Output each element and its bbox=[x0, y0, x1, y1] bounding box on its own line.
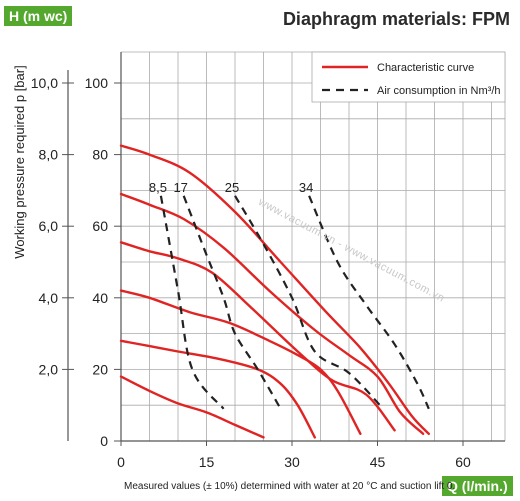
pressure-tick-label: 8,0 bbox=[39, 147, 59, 163]
air-consumption-label: 17 bbox=[173, 180, 187, 195]
characteristic-curve bbox=[119, 289, 362, 435]
characteristic-curve bbox=[119, 375, 265, 439]
axes: 0 15 30 45 60 0 20 40 60 80 100 2,0 4,0 6,0 8,0 10,0 bbox=[31, 52, 505, 470]
h-tick-label: 40 bbox=[92, 290, 108, 306]
characteristic-curve bbox=[119, 144, 430, 435]
y-axis-badge: H (m wc) bbox=[4, 6, 73, 26]
air-consumption-lines: 8,5 17 25 34 bbox=[149, 180, 430, 410]
pressure-tick-label: 6,0 bbox=[39, 218, 59, 234]
legend-box bbox=[311, 51, 506, 103]
characteristic-curve bbox=[119, 192, 425, 435]
h-tick-label: 80 bbox=[92, 147, 108, 163]
characteristic-curve bbox=[119, 241, 396, 432]
y-axis-label: Working pressure required p [bar] bbox=[12, 65, 27, 258]
x-axis-badge: Q (l/min.) bbox=[442, 476, 513, 496]
x-tick-label: 0 bbox=[117, 454, 125, 470]
h-tick-label: 100 bbox=[85, 75, 109, 91]
legend-label: Characteristic curve bbox=[377, 62, 474, 74]
pressure-tick-label: 10,0 bbox=[31, 75, 58, 91]
legend: Characteristic curve Air consumption in N… bbox=[311, 51, 506, 103]
pressure-tick-label: 2,0 bbox=[39, 361, 59, 377]
air-consumption-line bbox=[159, 195, 225, 410]
pressure-tick-label: 4,0 bbox=[39, 290, 59, 306]
x-tick-label: 60 bbox=[455, 454, 471, 470]
characteristic-curves bbox=[119, 144, 430, 439]
air-consumption-label: 8,5 bbox=[149, 180, 167, 195]
air-consumption-line bbox=[234, 195, 384, 410]
air-consumption-line bbox=[182, 195, 282, 410]
grid bbox=[121, 51, 506, 441]
x-tick-label: 45 bbox=[370, 454, 386, 470]
air-consumption-label: 25 bbox=[225, 180, 239, 195]
legend-label: Air consumption in Nm³/h bbox=[377, 85, 501, 97]
characteristic-curve bbox=[119, 339, 316, 439]
x-tick-label: 15 bbox=[199, 454, 215, 470]
h-tick-label: 0 bbox=[100, 433, 108, 449]
h-tick-label: 20 bbox=[92, 361, 108, 377]
chart-title: Diaphragm materials: FPM bbox=[282, 9, 510, 29]
h-tick-label: 60 bbox=[92, 218, 108, 234]
footnote: Measured values (± 10%) determined with … bbox=[124, 481, 456, 492]
air-consumption-line bbox=[308, 195, 430, 410]
x-tick-label: 30 bbox=[284, 454, 300, 470]
air-consumption-label: 34 bbox=[299, 180, 313, 195]
